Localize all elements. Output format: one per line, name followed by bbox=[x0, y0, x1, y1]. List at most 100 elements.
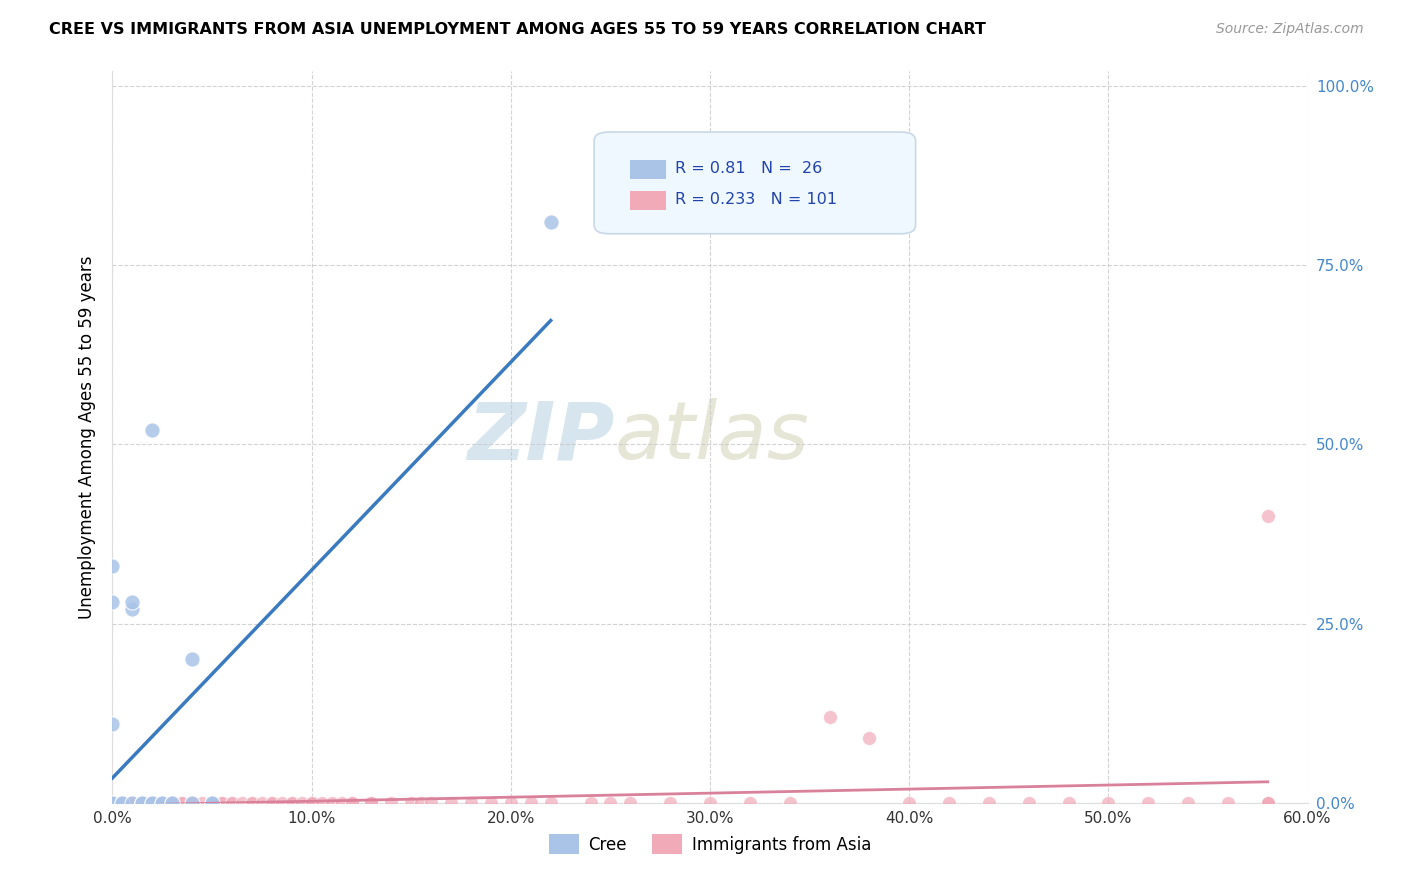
Point bbox=[1257, 796, 1279, 810]
Point bbox=[1257, 796, 1279, 810]
Point bbox=[1257, 796, 1279, 810]
Point bbox=[121, 602, 143, 616]
Point bbox=[111, 796, 134, 810]
Point bbox=[101, 796, 124, 810]
Point bbox=[111, 796, 134, 810]
Text: R = 0.81   N =  26: R = 0.81 N = 26 bbox=[675, 161, 823, 176]
Point bbox=[111, 796, 134, 810]
Point bbox=[260, 796, 283, 810]
Point bbox=[699, 796, 721, 810]
Point bbox=[401, 796, 423, 810]
Point bbox=[1257, 508, 1279, 523]
FancyBboxPatch shape bbox=[630, 191, 666, 210]
Point bbox=[301, 796, 323, 810]
Point bbox=[121, 796, 143, 810]
Text: CREE VS IMMIGRANTS FROM ASIA UNEMPLOYMENT AMONG AGES 55 TO 59 YEARS CORRELATION : CREE VS IMMIGRANTS FROM ASIA UNEMPLOYMEN… bbox=[49, 22, 986, 37]
Point bbox=[779, 796, 801, 810]
Point bbox=[270, 796, 292, 810]
Point bbox=[150, 796, 173, 810]
Point bbox=[619, 796, 641, 810]
Point bbox=[211, 796, 233, 810]
Point bbox=[1216, 796, 1239, 810]
Point bbox=[479, 796, 502, 810]
Point bbox=[141, 796, 163, 810]
Point bbox=[101, 796, 124, 810]
Point bbox=[599, 796, 621, 810]
Point bbox=[111, 796, 134, 810]
Point bbox=[938, 796, 960, 810]
Point bbox=[172, 796, 194, 810]
Point bbox=[121, 796, 143, 810]
Point bbox=[141, 796, 163, 810]
Point bbox=[738, 796, 761, 810]
Point bbox=[1137, 796, 1160, 810]
Point bbox=[201, 796, 224, 810]
Point bbox=[579, 796, 602, 810]
Point bbox=[250, 796, 273, 810]
Point bbox=[101, 796, 124, 810]
Point bbox=[162, 796, 183, 810]
Point bbox=[321, 796, 343, 810]
Point bbox=[201, 796, 224, 810]
Point bbox=[150, 796, 173, 810]
Point bbox=[131, 796, 153, 810]
Point bbox=[101, 796, 124, 810]
Point bbox=[659, 796, 682, 810]
Point bbox=[499, 796, 522, 810]
Point bbox=[131, 796, 153, 810]
Point bbox=[101, 796, 124, 810]
Point bbox=[221, 796, 243, 810]
Point bbox=[340, 796, 363, 810]
Point bbox=[150, 796, 173, 810]
Point bbox=[211, 796, 233, 810]
Text: ZIP: ZIP bbox=[467, 398, 614, 476]
Point bbox=[111, 796, 134, 810]
Point bbox=[141, 796, 163, 810]
Point bbox=[101, 796, 124, 810]
Point bbox=[340, 796, 363, 810]
Point bbox=[181, 796, 204, 810]
Point bbox=[101, 717, 124, 731]
Point bbox=[1177, 796, 1199, 810]
Point bbox=[101, 559, 124, 574]
Point bbox=[360, 796, 382, 810]
Point bbox=[420, 796, 443, 810]
Point bbox=[150, 796, 173, 810]
Point bbox=[162, 796, 183, 810]
Point bbox=[131, 796, 153, 810]
Point bbox=[181, 796, 204, 810]
Point bbox=[201, 796, 224, 810]
Point bbox=[411, 796, 433, 810]
Point bbox=[221, 796, 243, 810]
Point bbox=[121, 796, 143, 810]
Point bbox=[260, 796, 283, 810]
Point bbox=[898, 796, 921, 810]
Point bbox=[111, 796, 134, 810]
Point bbox=[131, 796, 153, 810]
Point bbox=[380, 796, 402, 810]
Point bbox=[460, 796, 482, 810]
Point bbox=[291, 796, 314, 810]
Point bbox=[311, 796, 333, 810]
Point bbox=[977, 796, 1000, 810]
Point bbox=[1257, 796, 1279, 810]
Point bbox=[240, 796, 263, 810]
Point bbox=[360, 796, 382, 810]
Point bbox=[1257, 796, 1279, 810]
Point bbox=[281, 796, 304, 810]
FancyBboxPatch shape bbox=[595, 132, 915, 234]
Point bbox=[141, 796, 163, 810]
Point bbox=[540, 215, 562, 229]
Y-axis label: Unemployment Among Ages 55 to 59 years: Unemployment Among Ages 55 to 59 years bbox=[77, 255, 96, 619]
Point bbox=[150, 796, 173, 810]
Point bbox=[540, 796, 562, 810]
Point bbox=[172, 796, 194, 810]
Text: atlas: atlas bbox=[614, 398, 810, 476]
Point bbox=[231, 796, 253, 810]
Point bbox=[1097, 796, 1119, 810]
Point bbox=[301, 796, 323, 810]
Point bbox=[1257, 796, 1279, 810]
Point bbox=[131, 796, 153, 810]
Point bbox=[101, 796, 124, 810]
Point bbox=[121, 796, 143, 810]
